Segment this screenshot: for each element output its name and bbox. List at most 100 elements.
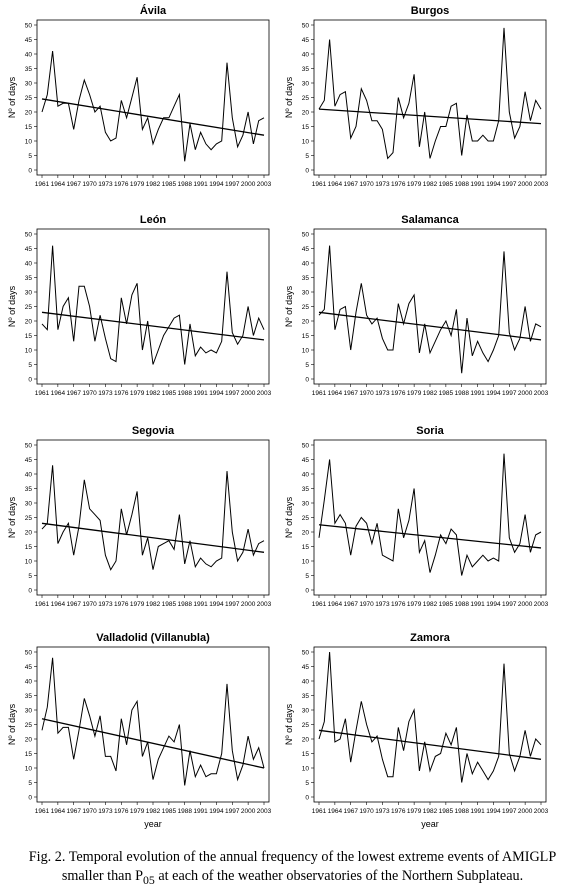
x-tick-label: 1997	[225, 390, 240, 397]
x-tick-label: 1961	[312, 601, 327, 608]
x-tick-label: 1985	[162, 601, 177, 608]
chart-title: Salamanca	[401, 214, 459, 226]
y-tick-label: 0	[28, 587, 32, 594]
chart-panel-3: León 0 5 10 15 20 25 30 35 40 45 50 1961 1964 1967 1970…	[7, 214, 272, 397]
y-tick-label: 5	[28, 573, 32, 580]
y-axis-label: Nº of days	[284, 703, 294, 745]
y-tick-label: 10	[25, 347, 33, 354]
x-tick-label: 1976	[391, 390, 406, 397]
x-tick-label: 1991	[470, 808, 485, 815]
y-tick-label: 40	[302, 51, 310, 58]
y-tick-label: 35	[25, 66, 33, 73]
chart-title: Ávila	[140, 4, 167, 17]
x-tick-label: 1961	[35, 601, 50, 608]
y-axis-label: Nº of days	[7, 285, 17, 327]
x-tick-label: 1961	[35, 181, 50, 188]
y-axis-label: Nº of days	[7, 76, 17, 118]
x-tick-label: 1982	[146, 601, 161, 608]
x-tick-label: 1994	[486, 390, 501, 397]
x-tick-label: 1994	[209, 390, 224, 397]
y-tick-label: 10	[25, 558, 33, 565]
x-tick-label: 2000	[518, 601, 533, 608]
y-tick-label: 5	[305, 362, 309, 369]
x-tick-label: 1991	[193, 601, 208, 608]
y-tick-label: 35	[302, 693, 310, 700]
x-tick-label: 1991	[193, 390, 208, 397]
x-tick-label: 1979	[130, 181, 145, 188]
x-tick-label: 1997	[225, 601, 240, 608]
x-tick-label: 1982	[146, 181, 161, 188]
x-tick-label: 1964	[328, 601, 343, 608]
y-tick-label: 50	[302, 649, 310, 656]
y-tick-label: 5	[28, 153, 32, 160]
x-tick-label: 1973	[375, 601, 390, 608]
y-tick-label: 30	[25, 500, 33, 507]
x-tick-label: 1967	[66, 808, 81, 815]
x-tick-label: 2003	[257, 808, 272, 815]
y-tick-label: 10	[302, 765, 310, 772]
x-tick-label: 1994	[486, 601, 501, 608]
x-tick-label: 1997	[502, 808, 517, 815]
x-tick-label: 1979	[130, 390, 145, 397]
x-tick-label: 1988	[177, 601, 192, 608]
x-tick-label: 1961	[35, 808, 50, 815]
x-tick-label: 1964	[328, 808, 343, 815]
x-tick-label: 1997	[502, 390, 517, 397]
caption-subscript: 05	[143, 872, 155, 887]
y-tick-label: 0	[305, 376, 309, 383]
y-tick-label: 15	[25, 544, 33, 551]
x-tick-label: 1991	[193, 808, 208, 815]
x-tick-label: 1985	[439, 390, 454, 397]
x-tick-label: 1967	[343, 181, 358, 188]
y-tick-label: 50	[302, 22, 310, 29]
x-tick-label: 1976	[114, 181, 129, 188]
x-tick-label: 1988	[454, 181, 469, 188]
x-tick-label: 1991	[470, 181, 485, 188]
y-tick-label: 30	[302, 289, 310, 296]
y-tick-label: 25	[25, 722, 33, 729]
caption-suffix: at each of the weather observatories of …	[154, 868, 524, 884]
y-tick-label: 20	[302, 736, 310, 743]
y-tick-label: 40	[25, 471, 33, 478]
y-tick-label: 0	[305, 794, 309, 801]
x-tick-label: 1973	[98, 808, 113, 815]
x-tick-label: 1994	[209, 601, 224, 608]
chart-title: Valladolid (Villanubla)	[96, 632, 210, 644]
y-tick-label: 20	[25, 109, 33, 116]
y-tick-label: 40	[25, 51, 33, 58]
y-tick-label: 5	[305, 780, 309, 787]
x-tick-label: 1973	[98, 181, 113, 188]
x-tick-label: 1970	[82, 601, 97, 608]
x-tick-label: 2003	[534, 601, 549, 608]
x-tick-label: 1970	[82, 181, 97, 188]
y-tick-label: 45	[302, 664, 310, 671]
figure-charts: Ávila 0 5 10 15 20 25 30 35 40 45 50 1961 1964 1967 197…	[7, 4, 549, 829]
y-tick-label: 20	[25, 318, 33, 325]
y-tick-label: 50	[25, 649, 33, 656]
y-tick-label: 35	[25, 486, 33, 493]
x-tick-label: 1985	[162, 390, 177, 397]
trend-line	[318, 729, 542, 760]
plot-frame	[36, 439, 270, 596]
x-tick-label: 1970	[82, 808, 97, 815]
y-tick-label: 35	[302, 486, 310, 493]
x-tick-label: 2000	[241, 390, 256, 397]
y-tick-label: 45	[302, 37, 310, 44]
trend-line	[41, 98, 265, 136]
y-tick-label: 45	[25, 664, 33, 671]
x-tick-label: 1991	[470, 390, 485, 397]
x-tick-label: 1964	[328, 390, 343, 397]
x-tick-label: 1988	[177, 808, 192, 815]
y-tick-label: 30	[25, 80, 33, 87]
x-tick-label: 1982	[146, 390, 161, 397]
x-tick-label: 1964	[51, 181, 66, 188]
y-tick-label: 0	[305, 587, 309, 594]
x-tick-label: 1961	[35, 390, 50, 397]
y-axis-label: Nº of days	[7, 703, 17, 745]
chart-panel-4: Salamanca 0 5 10 15 20 25 30 35 40 45 50 1961 1964 196…	[284, 214, 549, 397]
x-tick-label: 1997	[225, 181, 240, 188]
x-tick-label: 1973	[375, 181, 390, 188]
y-tick-label: 20	[25, 736, 33, 743]
